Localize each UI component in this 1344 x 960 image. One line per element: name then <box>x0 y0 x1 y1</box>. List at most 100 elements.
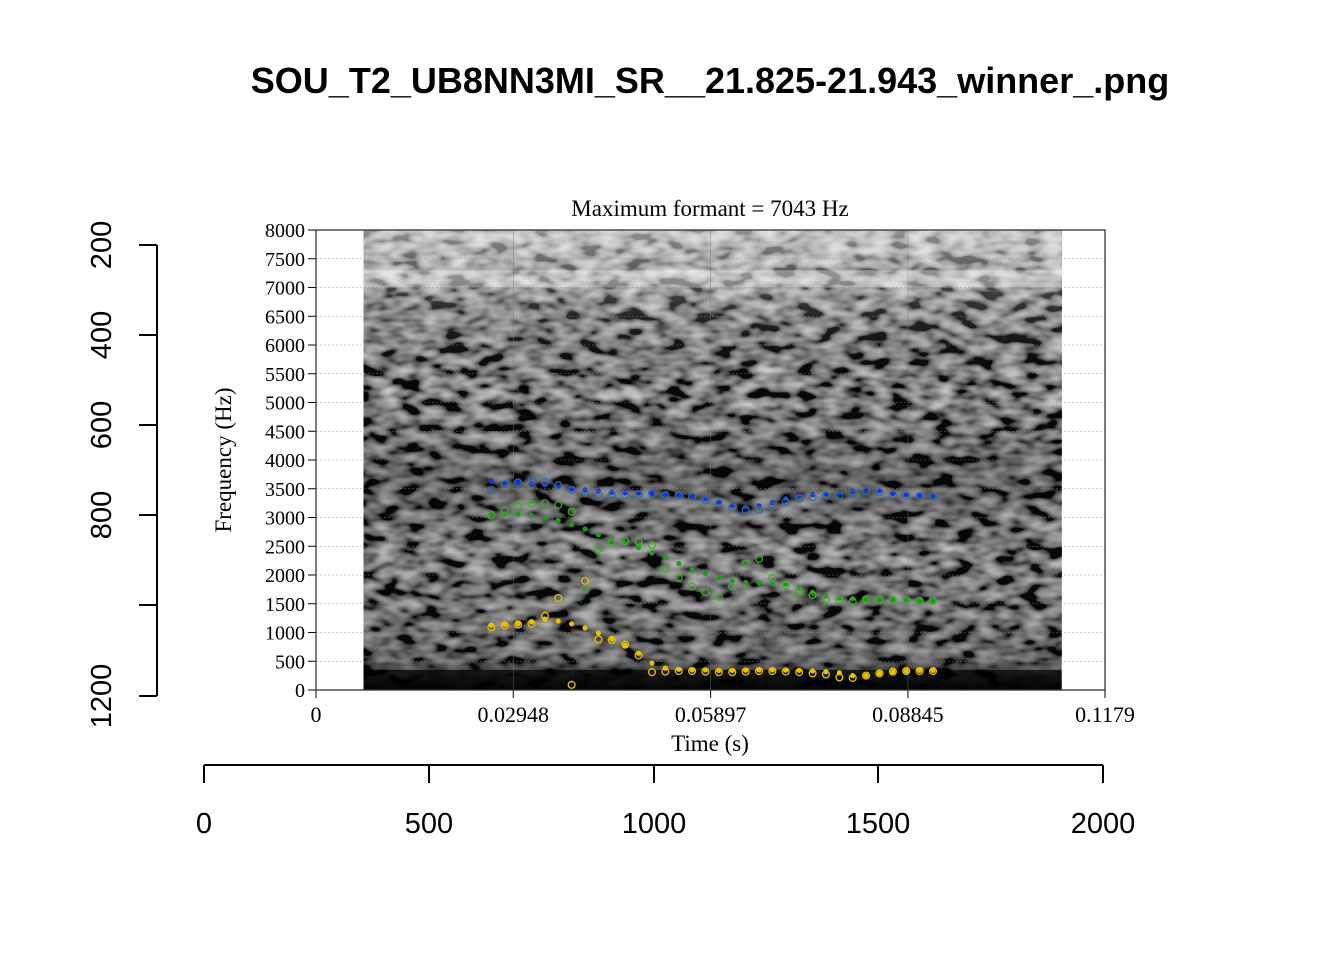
formant-point <box>781 581 790 590</box>
formant-point <box>808 669 817 678</box>
formant-point <box>903 491 909 498</box>
formant-point <box>888 667 897 676</box>
formant-point <box>580 488 590 497</box>
formant-point <box>902 596 911 605</box>
x-axis-ticks: 0 0.02948 0.05897 0.08845 0.1179 <box>311 690 1135 727</box>
formant-series-2 <box>488 510 936 604</box>
formant-point <box>488 478 494 484</box>
formant-point <box>903 597 909 603</box>
formant-point <box>754 554 764 563</box>
formant-point <box>915 666 924 676</box>
plot-frame <box>315 229 1106 691</box>
formant-point <box>902 491 911 500</box>
formant-point <box>689 493 695 499</box>
formant-point <box>540 611 549 620</box>
formant-points <box>487 476 938 689</box>
y-axis-label: Frequency (Hz) <box>211 388 236 533</box>
formant-point <box>714 499 723 508</box>
formant-point <box>716 574 722 580</box>
formant-point <box>848 597 857 606</box>
figure-title: SOU_T2_UB8NN3MI_SR__21.825-21.943_winner… <box>251 60 1169 101</box>
spectrogram-low-band <box>363 669 1062 690</box>
formant-point <box>835 596 844 605</box>
formant-point <box>487 623 496 632</box>
formant-point <box>649 660 655 666</box>
formant-point <box>862 486 871 496</box>
formant-point <box>754 666 764 676</box>
formant-point <box>781 667 790 676</box>
formant-point <box>661 491 670 500</box>
formant-point <box>647 489 656 498</box>
formant-point <box>609 636 615 642</box>
formant-point <box>689 667 695 673</box>
formant-point <box>769 580 776 586</box>
spectrogram-band <box>363 270 1062 288</box>
formant-point <box>515 511 521 517</box>
y-tick-label: 3000 <box>265 508 305 530</box>
formant-point <box>863 596 869 602</box>
formant-point <box>500 480 509 489</box>
formant-point <box>756 579 762 586</box>
y-tick-label: 6500 <box>265 306 305 328</box>
formant-point <box>622 642 628 648</box>
formant-point <box>554 500 563 509</box>
formant-point <box>676 560 682 567</box>
formant-series-5 <box>487 499 938 606</box>
y-tick-label: 1500 <box>265 594 305 616</box>
outer-x-tick-label: 1000 <box>622 808 687 840</box>
formant-point <box>741 505 750 515</box>
formant-point <box>701 496 710 505</box>
y-tick-label: 3500 <box>265 479 305 501</box>
y-tick-label: 5000 <box>265 393 305 415</box>
formant-point <box>555 517 561 523</box>
formant-point <box>688 666 697 676</box>
formant-point <box>729 578 735 584</box>
outer-x-axis: 0 500 1000 1500 2000 <box>196 764 1135 840</box>
formant-point <box>621 491 630 500</box>
formant-point <box>783 581 789 587</box>
outer-y-tick-label: 1200 <box>86 664 118 729</box>
formant-point <box>928 596 938 605</box>
formant-point <box>514 620 523 629</box>
formant-point <box>661 565 670 574</box>
formant-point <box>768 573 777 582</box>
formant-point <box>701 588 710 597</box>
y-tick-label: 5500 <box>265 364 305 386</box>
formant-point <box>555 618 561 624</box>
formant-point <box>607 635 616 645</box>
formant-point <box>769 667 776 673</box>
chart-title: Maximum formant = 7043 Hz <box>571 196 848 221</box>
outer-x-tick-label: 500 <box>405 808 453 840</box>
formant-point <box>821 491 830 500</box>
outer-y-tick-label: 600 <box>86 401 118 449</box>
formant-point <box>528 512 535 518</box>
formant-point <box>741 667 750 676</box>
formant-point <box>554 481 563 490</box>
formant-point <box>502 480 508 486</box>
formant-point <box>875 595 884 604</box>
formant-point <box>768 501 777 511</box>
formant-point <box>863 673 869 679</box>
formant-point <box>688 492 697 501</box>
formant-point <box>821 670 830 679</box>
formant-point <box>702 570 709 576</box>
x-axis-label: Time (s) <box>671 731 749 756</box>
formant-point <box>875 669 884 678</box>
formant-point <box>487 511 496 520</box>
y-tick-label: 500 <box>275 651 305 673</box>
formant-point <box>542 514 548 521</box>
y-tick-label: 2000 <box>265 565 305 587</box>
formant-point <box>647 668 656 677</box>
formant-point <box>514 478 523 487</box>
outer-x-tick-label: 1500 <box>846 808 911 840</box>
formant-point <box>808 591 817 600</box>
formant-point <box>554 593 563 603</box>
formant-point <box>674 491 683 500</box>
y-tick-label: 4500 <box>265 421 305 443</box>
formant-point <box>582 526 588 532</box>
formant-point <box>580 584 590 593</box>
formant-point <box>835 491 844 500</box>
formant-point <box>876 596 883 602</box>
formant-point <box>917 597 923 603</box>
